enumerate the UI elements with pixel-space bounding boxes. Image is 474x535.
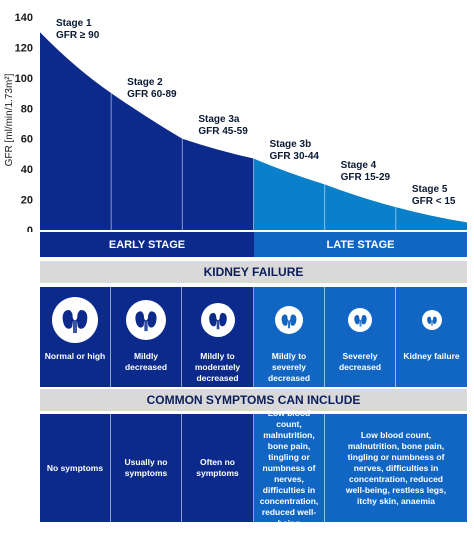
- gfr-chart: GFR [ml/min/1.73m²] 0 20 40 60 80 100 120 140 S…: [4, 12, 467, 232]
- stage-areas: [40, 32, 467, 230]
- function-label: Severely decreased: [338, 351, 382, 372]
- symptom-cell-2: Usually no symptoms: [111, 414, 182, 522]
- stage-name: Stage 3a: [198, 114, 240, 125]
- y-tick-label: 100: [15, 73, 33, 85]
- y-tick-label: 0: [27, 225, 33, 232]
- y-ticks: 0 20 40 60 80 100 120 140: [15, 12, 33, 232]
- symptom-text: Usually no symptoms: [124, 457, 168, 478]
- stage-band: EARLY STAGE LATE STAGE: [40, 232, 467, 257]
- stage-name: Stage 2: [127, 77, 163, 88]
- y-tick-label: 120: [15, 42, 33, 54]
- stage-area-4: [253, 158, 325, 230]
- y-tick-label: 60: [21, 134, 33, 146]
- symptom-cell-5: Low blood count, malnutrition, bone pain…: [325, 414, 467, 522]
- common-symptoms-band: COMMON SYMPTOMS CAN INCLUDE: [40, 389, 467, 411]
- stage-area-1: [40, 32, 112, 230]
- stage-name: Stage 4: [341, 160, 377, 171]
- function-cell-5: Severely decreased: [325, 287, 396, 387]
- symptom-text: Often no symptoms: [196, 457, 239, 478]
- symptom-cell-3: Often no symptoms: [182, 414, 254, 522]
- function-cell-1: Normal or high: [40, 287, 111, 387]
- stage-area-2: [111, 93, 183, 230]
- function-label: Kidney failure: [403, 351, 460, 361]
- symptom-text: Low blood count, malnutrition, bone pain…: [345, 429, 447, 506]
- function-label: Mildly to severely decreased: [267, 351, 311, 383]
- stage-gfr-range: GFR 45-59: [198, 126, 248, 137]
- kidney-icon: [52, 297, 98, 343]
- y-tick-label: 140: [15, 12, 33, 24]
- stage-gfr-range: GFR ≥ 90: [56, 30, 100, 41]
- stage-area-6: [395, 207, 467, 230]
- kidney-function-row: Normal or high Mildly decreased Mildly t…: [40, 287, 467, 387]
- stage-gfr-range: GFR 60-89: [127, 89, 177, 100]
- symptom-cell-4: Low blood count, malnutrition, bone pain…: [254, 408, 325, 528]
- function-cell-2: Mildly decreased: [111, 287, 182, 387]
- y-axis-label: GFR [ml/min/1.73m²]: [4, 73, 15, 166]
- kidney-icon: [421, 310, 442, 330]
- function-cell-6: Kidney failure: [396, 287, 467, 387]
- function-cell-4: Mildly to severely decreased: [254, 287, 325, 387]
- kidney-failure-band: KIDNEY FAILURE: [40, 261, 467, 283]
- y-tick-label: 20: [21, 195, 33, 207]
- symptom-text: No symptoms: [46, 462, 104, 473]
- stage-name: Stage 3b: [270, 139, 312, 150]
- stage-gfr-range: GFR 15-29: [341, 172, 391, 183]
- function-label: Normal or high: [44, 351, 106, 361]
- early-stage-label: EARLY STAGE: [40, 232, 254, 257]
- stage-area-5: [324, 184, 396, 230]
- symptom-text: Low blood count, malnutrition, bone pain…: [259, 407, 319, 528]
- y-tick-label: 40: [21, 164, 33, 176]
- y-tick-label: 80: [21, 103, 33, 115]
- stage-name: Stage 5: [412, 184, 448, 195]
- stage-gfr-range: GFR 30-44: [270, 151, 320, 162]
- stage-name: Stage 1: [56, 18, 92, 29]
- kidney-icon: [348, 308, 372, 332]
- symptom-cell-1: No symptoms: [40, 414, 111, 522]
- stage-area-3: [182, 138, 254, 230]
- kidney-icon: [200, 303, 235, 337]
- kidney-icon: [275, 306, 303, 334]
- function-cell-3: Mildly to moderately decreased: [182, 287, 254, 387]
- function-label: Mildly decreased: [124, 351, 168, 372]
- symptoms-row: No symptoms Usually no symptoms Often no…: [40, 408, 467, 528]
- function-label: Mildly to moderately decreased: [194, 351, 241, 383]
- kidney-icon: [126, 300, 166, 340]
- stage-gfr-range: GFR < 15: [412, 196, 456, 207]
- late-stage-label: LATE STAGE: [254, 232, 467, 257]
